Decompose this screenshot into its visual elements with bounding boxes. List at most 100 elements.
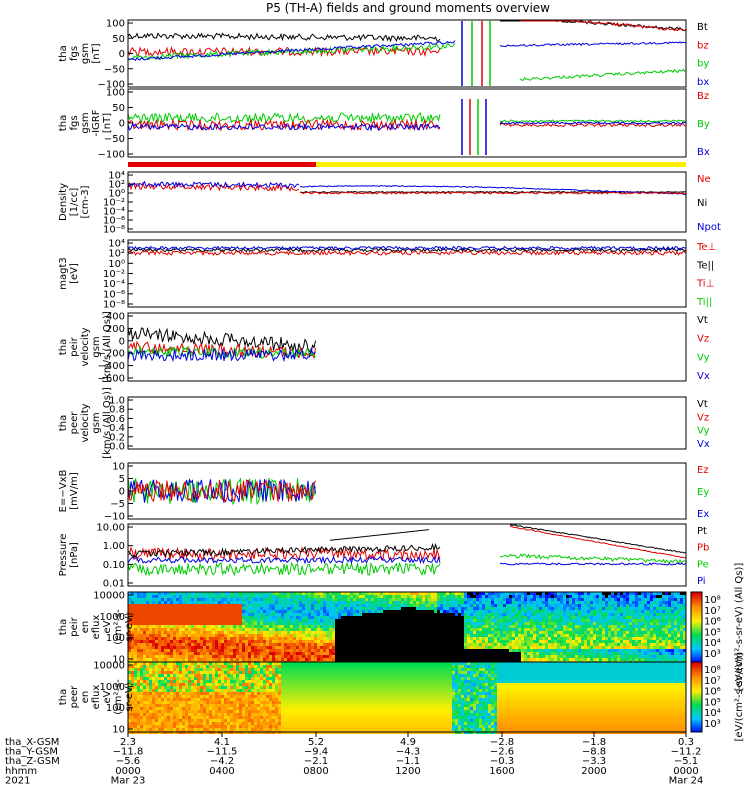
spectrogram-cell xyxy=(284,595,287,598)
spectrogram-cell xyxy=(677,622,680,625)
spectrogram-cell xyxy=(233,610,236,613)
spectrogram-cell xyxy=(401,604,404,607)
spectrogram-cell xyxy=(347,592,350,595)
spectrogram-cell xyxy=(440,607,443,610)
spectrogram-cell xyxy=(284,592,287,595)
spectrogram-cell xyxy=(134,613,137,616)
spectrogram-cell xyxy=(128,655,131,658)
spectrogram-cell xyxy=(236,610,239,613)
spectrogram-cell xyxy=(353,601,356,604)
spectrogram-cell xyxy=(140,710,143,713)
y-tick-label: 100 xyxy=(106,88,125,99)
spectrogram-cell xyxy=(566,634,569,637)
spectrogram-cell xyxy=(131,692,134,695)
spectrogram-cell xyxy=(149,695,152,698)
spectrogram-cell xyxy=(335,592,338,595)
spectrogram-cell xyxy=(662,646,665,649)
spectrogram-cell xyxy=(587,640,590,643)
spectrogram-cell xyxy=(236,658,239,661)
y-axis-label: thafgsgsm[nT] xyxy=(58,43,102,64)
spectrogram-cell xyxy=(470,607,473,610)
spectrogram-cell xyxy=(527,616,530,619)
spectrogram-cell xyxy=(188,625,191,628)
spectrogram-cell xyxy=(227,604,230,607)
spectrogram-cell xyxy=(332,625,335,628)
spectrogram-cell xyxy=(443,601,446,604)
spectrogram-cell xyxy=(668,613,671,616)
spectrogram-cell xyxy=(278,592,281,595)
spectrogram-cell xyxy=(149,658,152,661)
spectrogram-cell xyxy=(437,595,440,598)
spectrogram-cell xyxy=(344,628,347,631)
spectrogram-cell xyxy=(323,625,326,628)
spectrogram-cell xyxy=(611,601,614,604)
spectrogram-cell xyxy=(593,649,596,652)
spectrogram-cell xyxy=(383,619,386,622)
spectrogram-cell xyxy=(323,628,326,631)
spectrogram-cell xyxy=(521,646,524,649)
spectrogram-cell xyxy=(623,625,626,628)
spectrogram-cell xyxy=(212,607,215,610)
spectrogram-cell xyxy=(353,646,356,649)
y-axis-label-line: [nPa] xyxy=(69,542,80,568)
spectrogram-cell xyxy=(545,613,548,616)
spectrogram-cell xyxy=(230,628,233,631)
spectrogram-cell xyxy=(128,592,131,595)
spectrogram-cell xyxy=(416,619,419,622)
spectrogram-cell xyxy=(341,613,344,616)
spectrogram-cell xyxy=(563,628,566,631)
spectrogram-cell xyxy=(131,695,134,698)
spectrogram-cell xyxy=(596,625,599,628)
spectrogram-cell xyxy=(239,616,242,619)
spectrogram-cell xyxy=(152,665,155,668)
spectrogram-cell xyxy=(167,622,170,625)
spectrogram-cell xyxy=(494,610,497,613)
spectrogram-cell xyxy=(641,658,644,661)
spectrogram-cell xyxy=(662,628,665,631)
spectrogram-cell xyxy=(494,601,497,604)
spectrogram-cell xyxy=(140,689,143,692)
spectrogram-cell xyxy=(413,646,416,649)
spectrogram-cell xyxy=(674,595,677,598)
spectrogram-cell xyxy=(209,640,212,643)
legend-entry: Bt xyxy=(697,22,708,33)
spectrogram-cell xyxy=(227,601,230,604)
spectrogram-cell xyxy=(140,704,143,707)
spectrogram-cell xyxy=(224,619,227,622)
spectrogram-cell xyxy=(683,625,686,628)
spectrogram-cell xyxy=(350,643,353,646)
spectrogram-cell xyxy=(551,625,554,628)
spectrogram-cell xyxy=(494,616,497,619)
spectrogram-cell xyxy=(506,643,509,646)
spectrogram-cell xyxy=(191,622,194,625)
spectrogram-cell xyxy=(623,643,626,646)
spectrogram-cell xyxy=(557,613,560,616)
spectrogram-cell xyxy=(263,643,266,646)
spectrogram-cell xyxy=(128,619,131,622)
spectrogram-cell xyxy=(380,652,383,655)
spectrogram-cell xyxy=(272,643,275,646)
spectrogram-cell xyxy=(530,625,533,628)
spectrogram-cell xyxy=(506,655,509,658)
spectrogram-cell xyxy=(164,595,167,598)
spectrogram-cell xyxy=(635,613,638,616)
spectrogram-cell xyxy=(143,616,146,619)
spectrogram-cell xyxy=(404,640,407,643)
spectrogram-cell xyxy=(383,655,386,658)
spectrogram-cell xyxy=(644,655,647,658)
spectrogram-cell xyxy=(539,613,542,616)
spectrogram-cell xyxy=(320,592,323,595)
y-tick-label: 0.4 xyxy=(109,423,125,434)
spectrogram-cell xyxy=(644,652,647,655)
spectrogram-cell xyxy=(653,649,656,652)
spectrogram-cell xyxy=(134,728,137,731)
spectrogram-cell xyxy=(590,655,593,658)
spectrogram-cell xyxy=(254,622,257,625)
spectrogram-cell xyxy=(293,592,296,595)
spectrogram-cell xyxy=(284,643,287,646)
spectrogram-cell xyxy=(413,622,416,625)
spectrogram-cell xyxy=(632,652,635,655)
spectrogram-cell xyxy=(212,637,215,640)
spectrogram-cell xyxy=(623,601,626,604)
spectrogram-cell xyxy=(467,646,470,649)
